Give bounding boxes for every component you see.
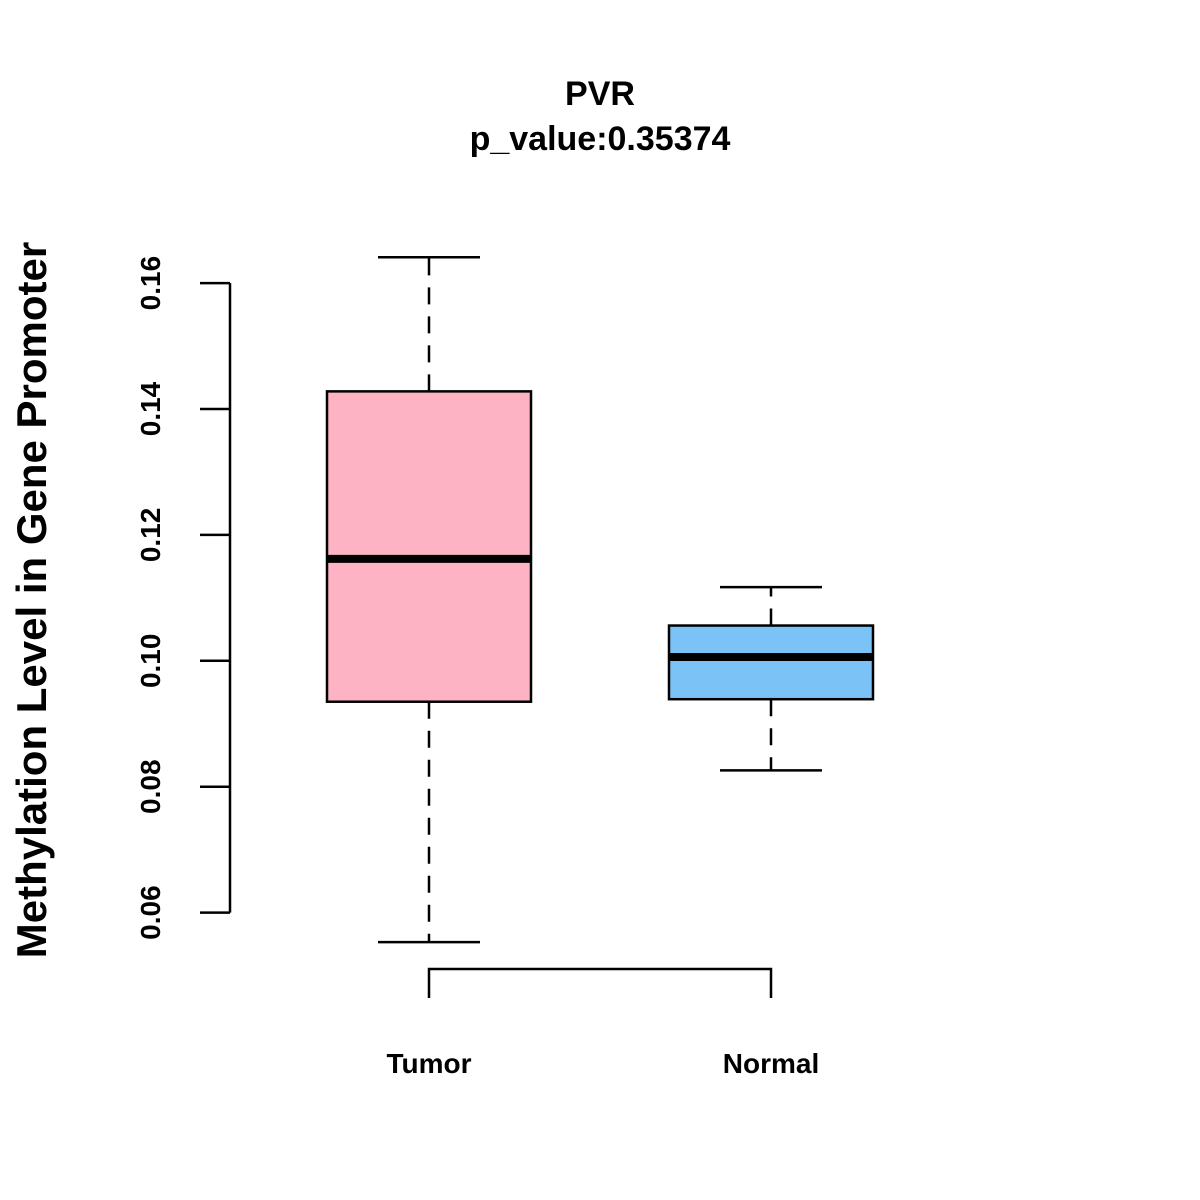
y-tick-label: 0.14: [135, 381, 166, 436]
comparison-bracket-group: [427, 967, 773, 998]
chart-title: PVR: [565, 75, 635, 113]
y-axis-label: Methylation Level in Gene Promoter: [8, 242, 55, 958]
chart-subtitle: p_value:0.35374: [470, 120, 731, 158]
box-normal: [667, 585, 875, 772]
y-axis: 0.06 0.08 0.10 0.12 0.14 0.16: [135, 256, 232, 940]
y-tick-label: 0.12: [135, 508, 166, 563]
iqr-box: [667, 624, 875, 701]
comparison-bracket: [427, 967, 773, 998]
y-tick-label: 0.06: [135, 885, 166, 940]
y-tick-label: 0.10: [135, 634, 166, 689]
boxes-group: [325, 256, 875, 944]
y-tick-label: 0.16: [135, 256, 166, 311]
iqr-box: [325, 390, 533, 703]
x-label-tumor: Tumor: [386, 1048, 471, 1079]
x-tick-labels: Tumor Normal: [386, 1048, 819, 1079]
y-tick-label: 0.08: [135, 759, 166, 814]
box-tumor: [325, 256, 533, 944]
x-label-normal: Normal: [723, 1048, 819, 1079]
